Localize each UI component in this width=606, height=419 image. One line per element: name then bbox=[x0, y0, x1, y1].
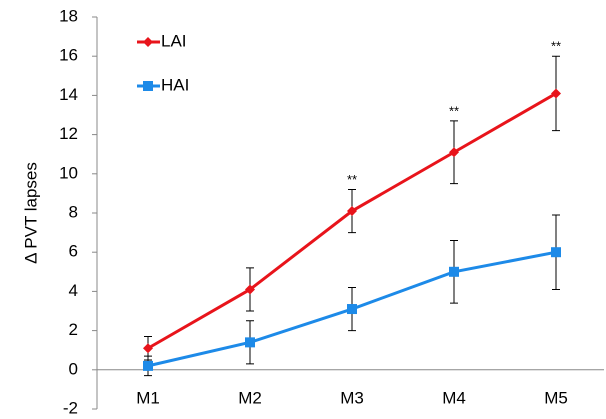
marker bbox=[551, 247, 561, 258]
y-axis-label: Δ PVT lapses bbox=[21, 162, 40, 264]
marker bbox=[143, 81, 153, 91]
marker bbox=[551, 88, 561, 99]
y-tick-label: 14 bbox=[59, 85, 78, 104]
y-tick-label: 12 bbox=[59, 124, 78, 143]
x-tick-label: M2 bbox=[238, 388, 262, 407]
annotation: ** bbox=[551, 39, 561, 54]
x-tick-label: M3 bbox=[340, 388, 364, 407]
marker bbox=[347, 304, 357, 315]
x-tick-label: M1 bbox=[136, 388, 160, 407]
marker bbox=[245, 337, 255, 348]
y-tick-label: 2 bbox=[69, 320, 78, 339]
legend-label: HAI bbox=[161, 75, 189, 94]
annotation: ** bbox=[449, 103, 459, 118]
marker bbox=[449, 266, 459, 277]
y-tick-label: -2 bbox=[63, 398, 78, 417]
marker bbox=[143, 360, 153, 371]
y-tick-label: 6 bbox=[69, 242, 78, 261]
x-tick-label: M5 bbox=[544, 388, 568, 407]
y-tick-label: 8 bbox=[69, 202, 78, 221]
marker bbox=[245, 284, 255, 295]
marker bbox=[347, 206, 357, 217]
y-tick-label: 18 bbox=[59, 6, 78, 25]
legend-label: LAI bbox=[161, 31, 187, 50]
y-tick-label: 0 bbox=[69, 359, 78, 378]
y-tick-label: 10 bbox=[59, 163, 78, 182]
marker bbox=[143, 37, 153, 47]
marker bbox=[449, 147, 459, 158]
marker bbox=[143, 343, 153, 354]
x-tick-label: M4 bbox=[442, 388, 466, 407]
y-tick-label: 4 bbox=[69, 281, 78, 300]
annotation: ** bbox=[347, 172, 357, 187]
y-tick-label: 16 bbox=[59, 46, 78, 65]
